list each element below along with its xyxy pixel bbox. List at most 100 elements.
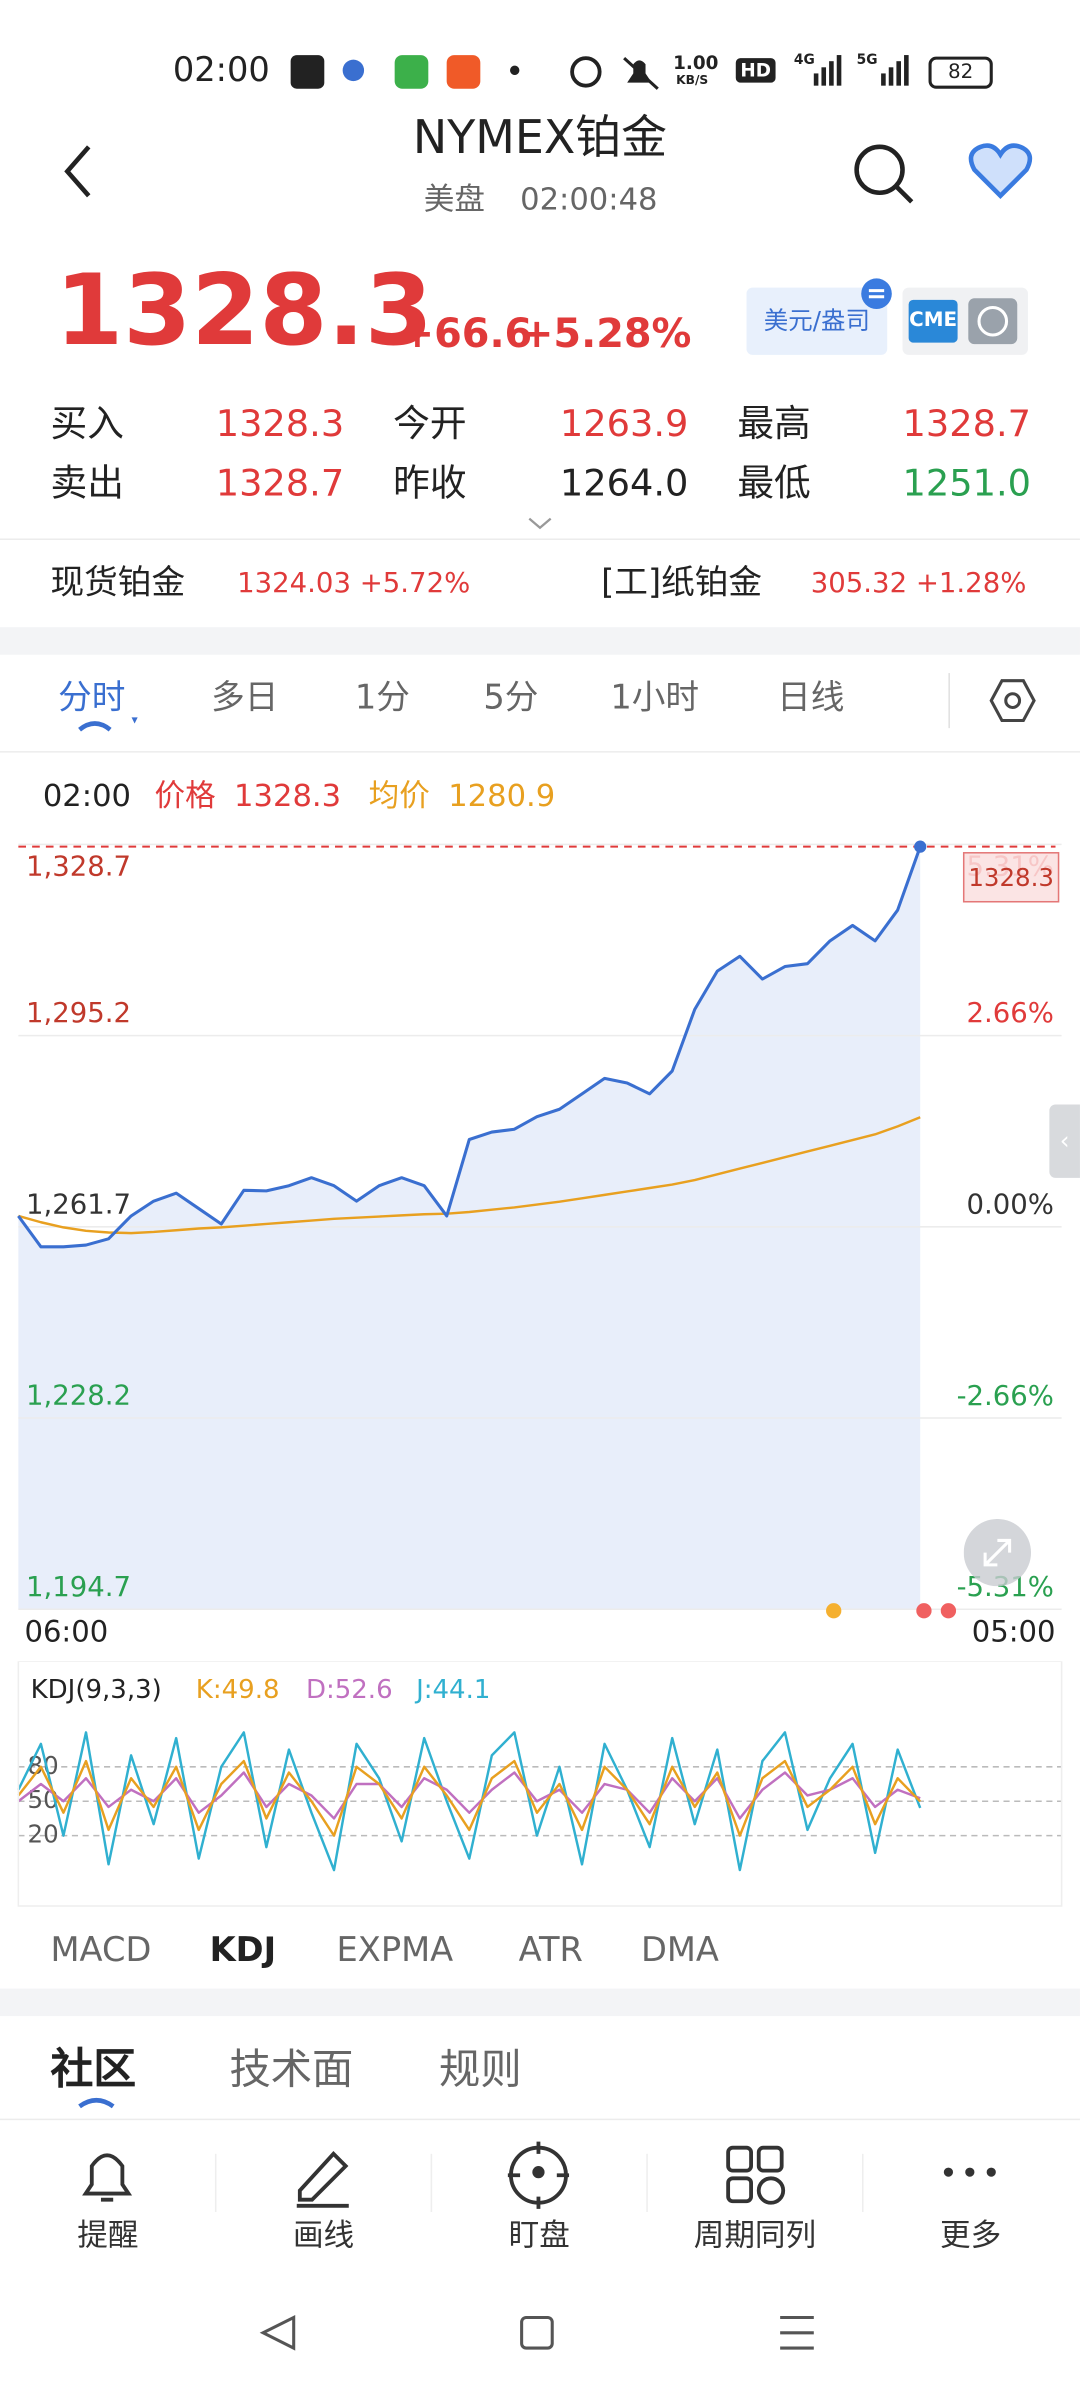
status-time: 02:00	[172, 52, 270, 91]
hd-badge: HD	[735, 58, 776, 83]
section-tab[interactable]: 规则	[439, 2046, 522, 2095]
stat-value: 1328.7	[902, 402, 1032, 446]
dot: ●	[509, 62, 521, 77]
period-tab-active[interactable]: 分时	[58, 679, 126, 718]
stat-label: 昨收	[393, 461, 467, 505]
toolbar-icons	[82, 2141, 996, 2212]
section-gap	[0, 1988, 1080, 2017]
stat-value: 1264.0	[559, 461, 689, 505]
toolbar-button[interactable]: 提醒	[77, 2216, 139, 2254]
event-dots[interactable]	[811, 1597, 964, 1625]
y2-tick-label: -2.66%	[957, 1380, 1054, 1412]
section-tab-active[interactable]: 社区	[50, 2043, 137, 2095]
side-drawer-handle[interactable]: ‹	[1049, 1104, 1080, 1178]
x-tick-label: 06:00	[24, 1615, 108, 1649]
section-tab[interactable]: 技术面	[229, 2046, 354, 2095]
related-value: 305.32 +1.28%	[810, 567, 1027, 600]
section-gap	[0, 627, 1080, 655]
signal-2	[881, 55, 909, 86]
net-unit: KB/S	[676, 73, 709, 88]
indicator-frame	[17, 1661, 1063, 1907]
y-tick-label: 1,295.2	[26, 997, 131, 1029]
swap-icon	[861, 278, 892, 309]
last-price: 1328.3	[55, 255, 433, 369]
x-tick-label: 05:00	[972, 1615, 1056, 1649]
indicator-tab[interactable]: DMA	[640, 1932, 719, 1971]
fullscreen-button[interactable]	[963, 1518, 1032, 1587]
stat-label: 最低	[737, 461, 811, 505]
stat-label: 今开	[393, 402, 467, 446]
y-tick-label: 20	[28, 1820, 59, 1849]
back-button[interactable]	[55, 141, 107, 202]
y2-tick-label: 0.00%	[967, 1188, 1054, 1220]
tab-separator	[948, 673, 950, 729]
stat-value: 1328.3	[215, 402, 345, 446]
stat-label: 卖出	[50, 461, 124, 505]
legend-entry: D:52.6	[306, 1675, 393, 1705]
tab-indicator	[78, 2097, 115, 2109]
info-time: 02:00	[42, 777, 132, 814]
indicator-tab[interactable]: ATR	[518, 1932, 583, 1971]
related-name[interactable]: 现货铂金	[50, 564, 186, 603]
info-price: 1328.3	[234, 777, 342, 814]
settings-button[interactable]	[988, 676, 1037, 725]
legend-entry: K:49.8	[196, 1675, 280, 1705]
nav-bar	[259, 2315, 814, 2351]
signal-2-label: 5G	[856, 53, 878, 69]
period-tab[interactable]: 多日	[211, 679, 279, 718]
header-title: NYMEX铂金	[412, 111, 668, 166]
exchange-icon	[968, 298, 1018, 345]
info-avg-label: 均价	[368, 777, 430, 814]
toolbar-button[interactable]: 周期同列	[693, 2216, 817, 2254]
price-change-pct: +5.28%	[520, 312, 692, 358]
stat-label: 买入	[50, 402, 124, 446]
stat-value: 1251.0	[902, 461, 1032, 505]
info-price-label: 价格	[154, 777, 216, 814]
divider	[0, 751, 1080, 753]
header-market: 美盘	[423, 180, 485, 218]
search-button[interactable]	[851, 141, 918, 208]
y2-tick-label: 2.66%	[967, 997, 1054, 1029]
indicator-tab[interactable]: EXPMA	[336, 1932, 454, 1971]
indicator-tab-active[interactable]: KDJ	[209, 1932, 277, 1971]
battery: 82	[928, 56, 993, 89]
signal-1-label: 4G	[793, 53, 815, 69]
related-name[interactable]: [工]纸铂金	[601, 564, 763, 603]
expand-arrow[interactable]	[526, 514, 554, 532]
divider	[0, 538, 1080, 540]
divider	[0, 2118, 1080, 2121]
signal-1	[813, 55, 842, 86]
toolbar-button[interactable]: 更多	[940, 2216, 1002, 2254]
legend-entry: J:44.1	[414, 1675, 490, 1705]
period-tab[interactable]: 日线	[777, 679, 845, 718]
indicator-tab[interactable]: MACD	[50, 1932, 152, 1971]
series-line	[17, 1771, 921, 1820]
exchange-badge: CME	[908, 299, 958, 343]
y-tick-label: 1,228.2	[26, 1380, 131, 1412]
period-tab[interactable]: 1分	[354, 679, 410, 718]
info-avg: 1280.9	[448, 777, 556, 814]
tab-indicator	[78, 717, 138, 732]
period-tab[interactable]: 1小时	[610, 679, 700, 718]
net-speed: 1.00	[673, 52, 719, 74]
status-icons	[290, 55, 481, 89]
series-line	[17, 1731, 922, 1872]
toolbar-button[interactable]: 盯盘	[508, 2216, 570, 2254]
favorite-button[interactable]	[967, 141, 1034, 202]
related-value: 1324.03 +5.72%	[237, 567, 471, 600]
period-tab[interactable]: 5分	[483, 679, 539, 718]
stat-value: 1328.7	[215, 461, 345, 505]
price-change: +66.6	[400, 312, 533, 358]
y-tick-label: 1,261.7	[26, 1188, 131, 1220]
stat-label: 最高	[737, 402, 811, 446]
stat-value: 1263.9	[559, 402, 689, 446]
last-price-box	[962, 852, 1060, 903]
toolbar-button[interactable]: 画线	[292, 2216, 355, 2254]
last-price-box-label: 1328.3	[968, 863, 1054, 892]
last-point	[914, 840, 927, 853]
series-line	[18, 1116, 921, 1235]
header-time: 02:00:48	[520, 180, 658, 218]
